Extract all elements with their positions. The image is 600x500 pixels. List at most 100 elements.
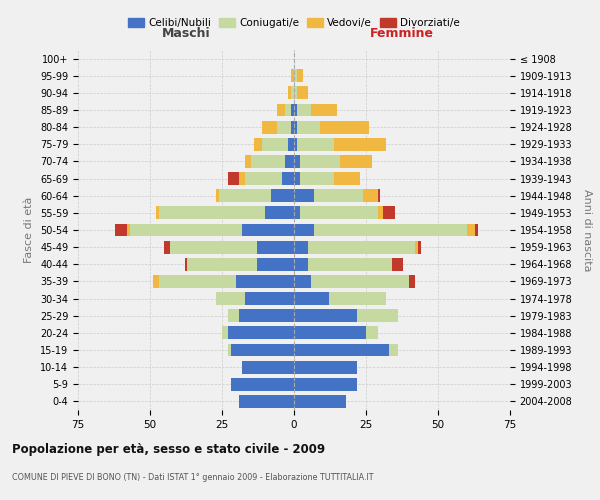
Bar xyxy=(300,206,377,220)
Bar xyxy=(294,120,297,134)
Bar xyxy=(286,104,291,117)
Text: Maschi: Maschi xyxy=(161,26,211,40)
Bar xyxy=(242,360,294,374)
Bar xyxy=(294,104,297,117)
Bar xyxy=(294,292,329,305)
Y-axis label: Fasce di età: Fasce di età xyxy=(25,197,34,263)
Bar xyxy=(265,206,294,220)
Bar xyxy=(383,206,395,220)
Bar xyxy=(291,70,294,82)
Bar xyxy=(297,138,334,150)
Bar xyxy=(153,275,158,288)
Bar xyxy=(308,258,392,270)
Bar xyxy=(277,120,291,134)
Bar xyxy=(392,258,403,270)
Bar xyxy=(251,155,286,168)
Bar xyxy=(300,172,334,185)
Bar xyxy=(288,86,291,100)
Bar xyxy=(334,138,386,150)
Bar xyxy=(294,240,308,254)
Bar xyxy=(228,310,239,322)
Bar xyxy=(216,292,245,305)
Bar xyxy=(308,240,415,254)
Bar xyxy=(366,326,377,340)
Text: COMUNE DI PIEVE DI BONO (TN) - Dati ISTAT 1° gennaio 2009 - Elaborazione TUTTITA: COMUNE DI PIEVE DI BONO (TN) - Dati ISTA… xyxy=(12,472,373,482)
Bar xyxy=(228,326,294,340)
Bar xyxy=(187,258,257,270)
Bar xyxy=(291,86,294,100)
Bar xyxy=(311,275,409,288)
Bar xyxy=(257,240,294,254)
Bar xyxy=(288,138,294,150)
Bar xyxy=(185,258,187,270)
Bar xyxy=(297,70,302,82)
Bar xyxy=(409,275,415,288)
Bar xyxy=(294,190,314,202)
Bar xyxy=(300,155,340,168)
Bar xyxy=(311,104,337,117)
Bar xyxy=(245,155,251,168)
Bar xyxy=(294,275,311,288)
Bar xyxy=(236,275,294,288)
Text: Popolazione per età, sesso e stato civile - 2009: Popolazione per età, sesso e stato civil… xyxy=(12,442,325,456)
Bar xyxy=(242,224,294,236)
Bar xyxy=(294,70,297,82)
Bar xyxy=(222,326,228,340)
Bar xyxy=(467,224,475,236)
Bar xyxy=(230,378,294,390)
Bar xyxy=(294,206,300,220)
Bar xyxy=(228,344,230,356)
Bar xyxy=(294,258,308,270)
Bar xyxy=(164,240,170,254)
Legend: Celibi/Nubili, Coniugati/e, Vedovi/e, Divorziati/e: Celibi/Nubili, Coniugati/e, Vedovi/e, Di… xyxy=(124,14,464,32)
Bar xyxy=(115,224,127,236)
Bar xyxy=(294,326,366,340)
Bar xyxy=(291,104,294,117)
Bar xyxy=(216,190,219,202)
Bar xyxy=(271,190,294,202)
Bar xyxy=(294,138,297,150)
Bar xyxy=(294,224,314,236)
Bar xyxy=(475,224,478,236)
Bar xyxy=(239,310,294,322)
Bar xyxy=(314,224,467,236)
Bar xyxy=(230,344,294,356)
Bar xyxy=(245,292,294,305)
Bar xyxy=(418,240,421,254)
Bar xyxy=(291,120,294,134)
Bar xyxy=(329,292,386,305)
Bar xyxy=(294,378,358,390)
Bar xyxy=(294,344,389,356)
Bar xyxy=(358,310,398,322)
Bar xyxy=(389,344,398,356)
Bar xyxy=(130,224,242,236)
Y-axis label: Anni di nascita: Anni di nascita xyxy=(582,188,592,271)
Bar xyxy=(245,172,283,185)
Bar xyxy=(239,172,245,185)
Bar xyxy=(158,206,265,220)
Bar xyxy=(158,275,236,288)
Bar xyxy=(257,258,294,270)
Bar xyxy=(262,138,288,150)
Bar xyxy=(262,120,277,134)
Bar xyxy=(254,138,262,150)
Bar xyxy=(156,206,158,220)
Bar xyxy=(297,120,320,134)
Bar xyxy=(340,155,372,168)
Bar xyxy=(277,104,286,117)
Bar xyxy=(297,104,311,117)
Bar xyxy=(415,240,418,254)
Bar xyxy=(294,172,300,185)
Bar xyxy=(127,224,130,236)
Bar xyxy=(297,86,308,100)
Bar xyxy=(286,155,294,168)
Bar xyxy=(320,120,369,134)
Bar xyxy=(239,395,294,408)
Bar xyxy=(283,172,294,185)
Bar xyxy=(228,172,239,185)
Bar xyxy=(219,190,271,202)
Bar xyxy=(294,360,358,374)
Bar xyxy=(294,86,297,100)
Bar xyxy=(377,190,380,202)
Bar xyxy=(294,395,346,408)
